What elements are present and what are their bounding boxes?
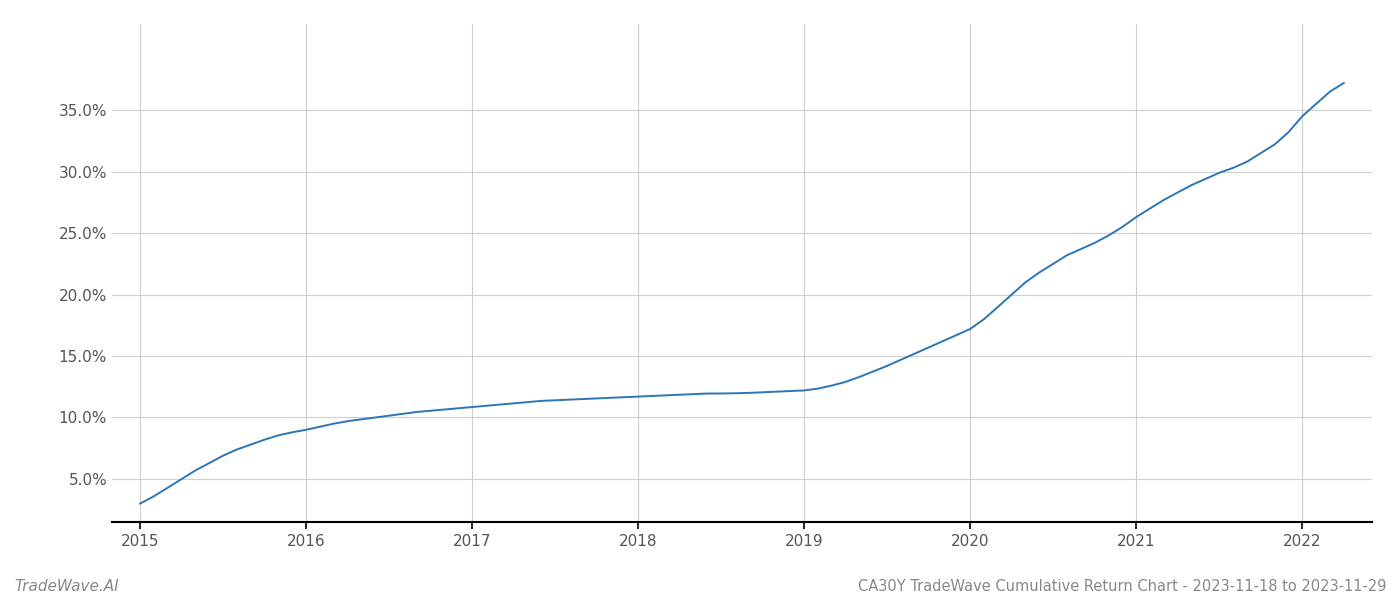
- Text: CA30Y TradeWave Cumulative Return Chart - 2023-11-18 to 2023-11-29: CA30Y TradeWave Cumulative Return Chart …: [857, 579, 1386, 594]
- Text: TradeWave.AI: TradeWave.AI: [14, 579, 119, 594]
